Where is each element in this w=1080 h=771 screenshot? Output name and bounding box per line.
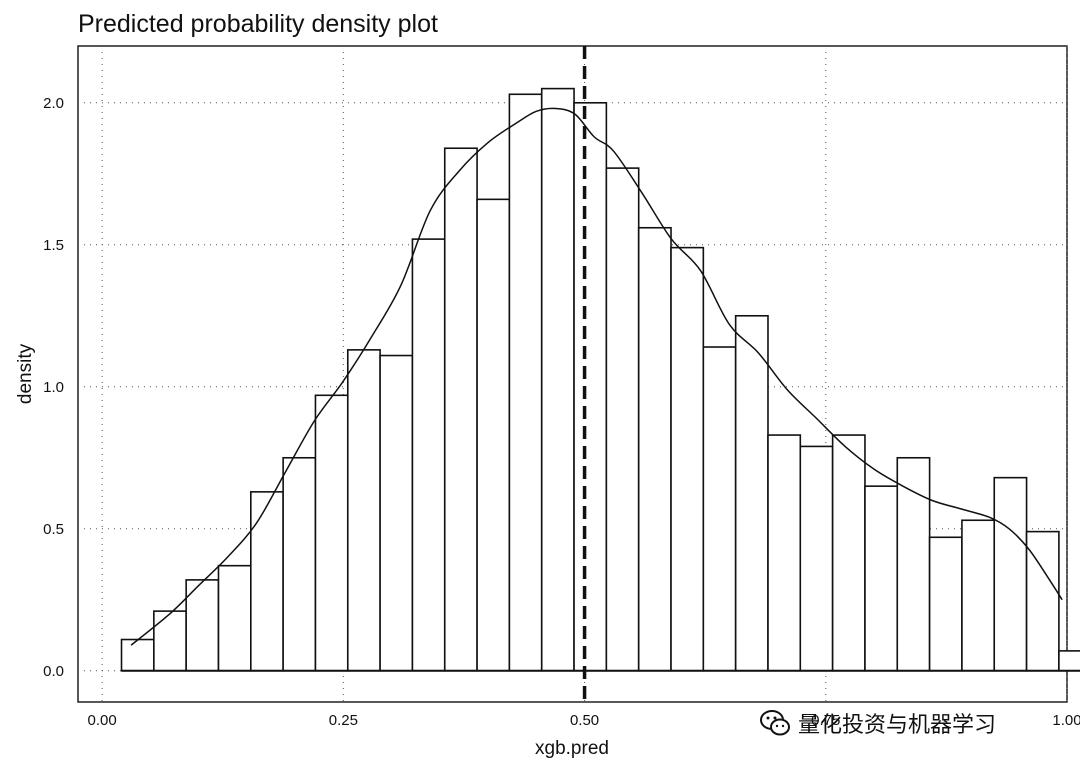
density-curve (130, 107, 1063, 646)
watermark: 量化投资与机器学习 (758, 706, 996, 740)
axis-ticks: 0.00 0.25 0.50 0.75 1.00 0.0 0.5 1.0 1.5 2.0 (43, 95, 1080, 729)
histogram-bar (314, 394, 349, 672)
histogram-bar (993, 476, 1028, 672)
histogram-bar (476, 198, 511, 672)
histogram-bar (217, 564, 252, 672)
histogram-bars (120, 87, 1080, 672)
density-curve-layer (130, 107, 1063, 646)
histogram-bar (120, 638, 155, 672)
x-tick-label: 0.00 (88, 712, 117, 729)
x-tick-label: 0.50 (570, 712, 599, 729)
y-tick-label: 1.0 (43, 379, 64, 396)
histogram-bar (1025, 530, 1060, 672)
histogram-bar (250, 491, 284, 672)
histogram-bar (508, 93, 543, 672)
histogram-bar (1058, 650, 1080, 672)
histogram-bar (346, 349, 381, 672)
x-axis-title: xgb.pred (535, 738, 609, 759)
y-axis-title: density (15, 343, 36, 404)
plot-frame (77, 45, 1068, 703)
histogram-bar (411, 238, 446, 672)
x-tick-label: 1.00 (1052, 712, 1080, 729)
x-tick-label: 0.25 (329, 712, 358, 729)
histogram-bar (153, 610, 187, 672)
histogram-bar (379, 354, 414, 672)
histogram-bar (282, 456, 317, 672)
histogram-bar (799, 445, 834, 672)
wechat-icon (760, 710, 790, 736)
y-tick-label: 1.5 (43, 237, 64, 254)
histogram-bar (573, 101, 608, 672)
x-tick-label: 0.75 (811, 712, 840, 729)
histogram-bar (605, 167, 640, 672)
histogram-bar (961, 519, 996, 672)
histogram-bar (928, 536, 963, 672)
histogram-bar (864, 485, 899, 672)
histogram-bar (670, 246, 705, 672)
chart-title: Predicted probability density plot (78, 10, 438, 38)
histogram-bar (896, 456, 931, 672)
histogram-bar (767, 434, 802, 672)
watermark-text: 量化投资与机器学习 (798, 713, 997, 738)
histogram-bar (831, 434, 866, 672)
histogram-bar (540, 87, 575, 672)
histogram-bar (637, 226, 672, 672)
histogram-bar (702, 346, 737, 672)
histogram-bar (734, 314, 769, 672)
y-tick-label: 0.5 (43, 521, 64, 538)
y-tick-label: 0.0 (43, 663, 64, 680)
y-tick-label: 2.0 (43, 95, 64, 112)
histogram-bar (443, 147, 478, 672)
